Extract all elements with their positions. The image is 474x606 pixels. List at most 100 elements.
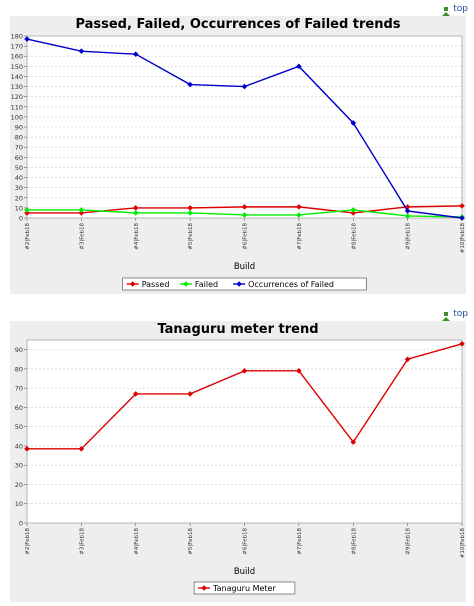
- x-tick-label: #9|Feb18: [406, 528, 412, 555]
- data-point: [187, 81, 193, 88]
- data-point: [459, 215, 465, 221]
- y-tick-label: 30: [15, 184, 23, 192]
- x-tick-label: #8|Feb18: [351, 528, 357, 555]
- y-tick-label: 170: [11, 43, 23, 51]
- y-tick-label: 80: [15, 365, 23, 373]
- data-point: [132, 205, 139, 211]
- x-axis-label: Build: [234, 567, 255, 577]
- trend-chart-panel: Passed, Failed, Occurrences of Failed tr…: [10, 16, 466, 294]
- x-tick-label: #7|Feb18: [297, 223, 303, 250]
- y-tick-label: 100: [11, 113, 23, 121]
- x-tick-label: #3|Feb18: [79, 528, 85, 555]
- x-tick-label: #10|Feb18: [460, 528, 466, 559]
- data-point: [296, 63, 302, 70]
- data-point: [296, 204, 302, 210]
- legend-label: Passed: [142, 280, 170, 289]
- data-point: [78, 207, 85, 213]
- data-point: [24, 446, 30, 452]
- data-point: [78, 210, 85, 216]
- x-tick-label: #4|Feb18: [134, 223, 140, 250]
- y-tick-label: 90: [15, 124, 23, 132]
- data-point: [241, 83, 248, 90]
- legend-label: Occurrences of Failed: [248, 280, 334, 289]
- legend: Passed Failed Occurrences of Failed: [122, 277, 367, 291]
- meter-chart-panel: Tanaguru meter trend 0 10 20 30 40 50 60 70 80 90…: [10, 321, 466, 602]
- y-tick-label: 80: [15, 134, 23, 142]
- arrow-up-icon: [441, 2, 452, 17]
- data-point: [132, 51, 139, 57]
- top-link-label: top: [453, 4, 468, 14]
- y-tick-label: 50: [15, 423, 23, 431]
- x-tick-label: #5|Feb18: [188, 223, 194, 250]
- x-tick-label: #10|Feb18: [460, 223, 466, 254]
- data-point: [241, 204, 248, 210]
- data-point: [78, 446, 85, 452]
- data-point: [404, 356, 411, 363]
- y-tick-label: 150: [11, 63, 23, 71]
- y-tick-label: 110: [11, 103, 23, 111]
- y-tick-label: 60: [15, 154, 23, 162]
- chart-title: Tanaguru meter trend: [157, 322, 319, 337]
- y-tick-label: 40: [15, 174, 23, 182]
- legend: Tanaguru Meter: [193, 581, 296, 595]
- y-tick-label: 50: [15, 164, 23, 172]
- y-tick-label: 0: [19, 215, 23, 223]
- legend-label: Tanaguru Meter: [212, 584, 276, 593]
- legend-box: [193, 581, 296, 595]
- x-tick-label: #4|Feb18: [134, 528, 140, 555]
- y-tick-label: 20: [15, 194, 23, 202]
- data-point: [187, 210, 193, 216]
- x-tick-label: #3|Feb18: [79, 223, 85, 250]
- y-tick-label: 120: [11, 93, 23, 101]
- legend-marker: [236, 281, 242, 287]
- plot-area: [26, 339, 463, 524]
- legend-marker: [183, 281, 189, 287]
- x-tick-label: #2|Feb18: [25, 528, 31, 555]
- arrow-up-icon: [441, 307, 452, 322]
- data-point: [350, 120, 357, 126]
- y-tick-label: 40: [15, 442, 23, 450]
- y-tick-label: 160: [11, 53, 23, 61]
- y-tick-label: 0: [19, 520, 23, 528]
- data-point: [459, 341, 465, 347]
- data-point: [350, 207, 357, 213]
- data-point: [132, 210, 139, 216]
- top-link[interactable]: top: [441, 307, 468, 322]
- data-point: [404, 213, 411, 219]
- meter-chart: 0 10 20 30 40 50 60 70 80 90 #2|Feb18 #3|Feb18 #4|Fe…: [15, 339, 466, 595]
- y-tick-label: 90: [15, 346, 23, 354]
- data-point: [187, 205, 193, 211]
- data-point: [459, 203, 465, 209]
- legend-label: Failed: [195, 280, 218, 289]
- y-tick-label: 10: [15, 204, 23, 212]
- y-tick-label: 10: [15, 500, 23, 508]
- y-tick-label: 30: [15, 462, 23, 470]
- y-tick-label: 140: [11, 73, 23, 81]
- data-point: [350, 210, 357, 216]
- data-point: [132, 391, 139, 397]
- trend-chart: 0 10 20 30 40 50 60 70 80 90 100 110 120 130 140 150 160…: [11, 33, 466, 291]
- x-tick-label: #6|Feb18: [243, 528, 249, 555]
- data-point: [241, 368, 248, 374]
- x-axis-label: Build: [234, 262, 255, 272]
- data-point: [78, 48, 85, 54]
- x-tick-label: #8|Feb18: [351, 223, 357, 250]
- x-tick-label: #5|Feb18: [188, 528, 194, 555]
- data-point: [24, 207, 30, 213]
- x-tick-label: #9|Feb18: [406, 223, 412, 250]
- top-link[interactable]: top: [441, 2, 468, 17]
- data-point: [24, 36, 30, 42]
- data-point: [241, 212, 248, 218]
- x-tick-label: #2|Feb18: [25, 223, 31, 250]
- data-point: [404, 208, 411, 214]
- y-tick-label: 70: [15, 144, 23, 152]
- x-tick-label: #6|Feb18: [243, 223, 249, 250]
- y-tick-label: 20: [15, 481, 23, 489]
- data-point: [296, 212, 302, 218]
- top-link-label: top: [453, 309, 468, 319]
- x-tick-label: #7|Feb18: [297, 528, 303, 555]
- y-tick-label: 60: [15, 404, 23, 412]
- y-tick-label: 70: [15, 385, 23, 393]
- data-point: [24, 210, 30, 216]
- y-tick-label: 130: [11, 83, 23, 91]
